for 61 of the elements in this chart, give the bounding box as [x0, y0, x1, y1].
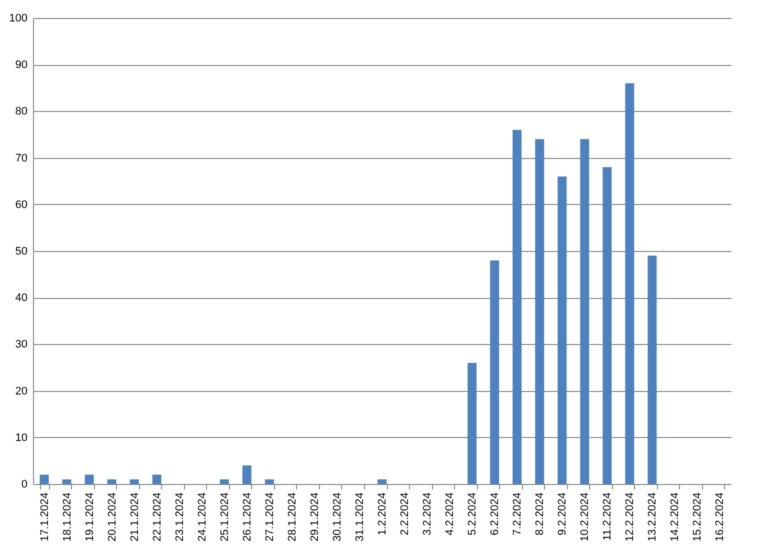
bar: [625, 83, 634, 484]
bar: [377, 479, 387, 484]
bar: [468, 362, 477, 484]
x-tick-label: 7.2.2024: [512, 492, 524, 536]
x-tick-label: 24.1.2024: [196, 492, 208, 542]
bar: [107, 479, 116, 484]
y-tick-label: 20: [15, 385, 28, 398]
bar: [648, 256, 657, 484]
x-tick-label: 12.2.2024: [624, 492, 636, 542]
bar: [580, 139, 590, 484]
y-tick-label: 90: [15, 59, 28, 72]
bar: [130, 479, 139, 484]
x-tick-label: 25.1.2024: [218, 492, 231, 542]
x-tick-label: 19.1.2024: [84, 492, 96, 542]
x-tick-label: 15.2.2024: [692, 492, 704, 542]
x-tick-label: 2.2.2024: [399, 492, 412, 536]
x-tick-label: 10.2.2024: [579, 492, 592, 542]
x-tick-label: 11.2.2024: [602, 492, 614, 541]
x-tick-label: 28.1.2024: [286, 492, 298, 542]
bar: [490, 260, 500, 484]
x-tick-label: 23.1.2024: [174, 492, 186, 542]
x-tick-label: 6.2.2024: [489, 492, 502, 536]
x-tick-label: 22.1.2024: [151, 492, 164, 542]
x-tick-label: 14.2.2024: [669, 492, 682, 542]
bar: [152, 474, 162, 484]
bar: [558, 176, 567, 484]
y-tick-label: 10: [15, 432, 28, 444]
x-tick-label: 9.2.2024: [556, 492, 569, 536]
bar: [535, 139, 544, 484]
x-tick-label: 8.2.2024: [534, 492, 546, 536]
bar: [62, 479, 72, 484]
bar: [40, 474, 49, 484]
x-tick-label: 26.1.2024: [241, 492, 254, 542]
x-tick-label: 21.1.2024: [128, 492, 141, 542]
y-tick-label: 60: [15, 198, 28, 211]
bar: [264, 479, 274, 484]
x-tick-label: 4.2.2024: [444, 492, 456, 536]
x-tick-label: 5.2.2024: [466, 492, 479, 536]
bar: [512, 130, 522, 484]
y-tick-label: 40: [15, 292, 28, 304]
x-tick-label: 29.1.2024: [308, 492, 321, 542]
x-tick-label: 1.2.2024: [376, 492, 388, 536]
x-tick-label: 18.1.2024: [61, 492, 74, 542]
y-tick-label: 80: [15, 106, 28, 118]
x-tick-label: 16.2.2024: [714, 492, 726, 542]
bar: [84, 474, 94, 484]
x-tick-label: 27.1.2024: [264, 492, 276, 542]
y-tick-label: 50: [15, 246, 28, 258]
y-tick-label: 70: [15, 152, 28, 164]
x-tick-label: 3.2.2024: [422, 492, 434, 536]
bar: [602, 167, 612, 484]
x-tick-label: 13.2.2024: [646, 492, 659, 542]
bar: [220, 479, 229, 484]
y-tick-label: 0: [21, 478, 28, 490]
y-tick-label: 30: [15, 338, 28, 351]
x-tick-label: 30.1.2024: [331, 492, 344, 542]
x-tick-label: 31.1.2024: [354, 492, 366, 542]
bar: [242, 465, 252, 484]
y-tick-label: 100: [9, 12, 28, 24]
x-tick-label: 20.1.2024: [106, 492, 118, 542]
x-tick-label: 17.1.2024: [38, 492, 51, 542]
